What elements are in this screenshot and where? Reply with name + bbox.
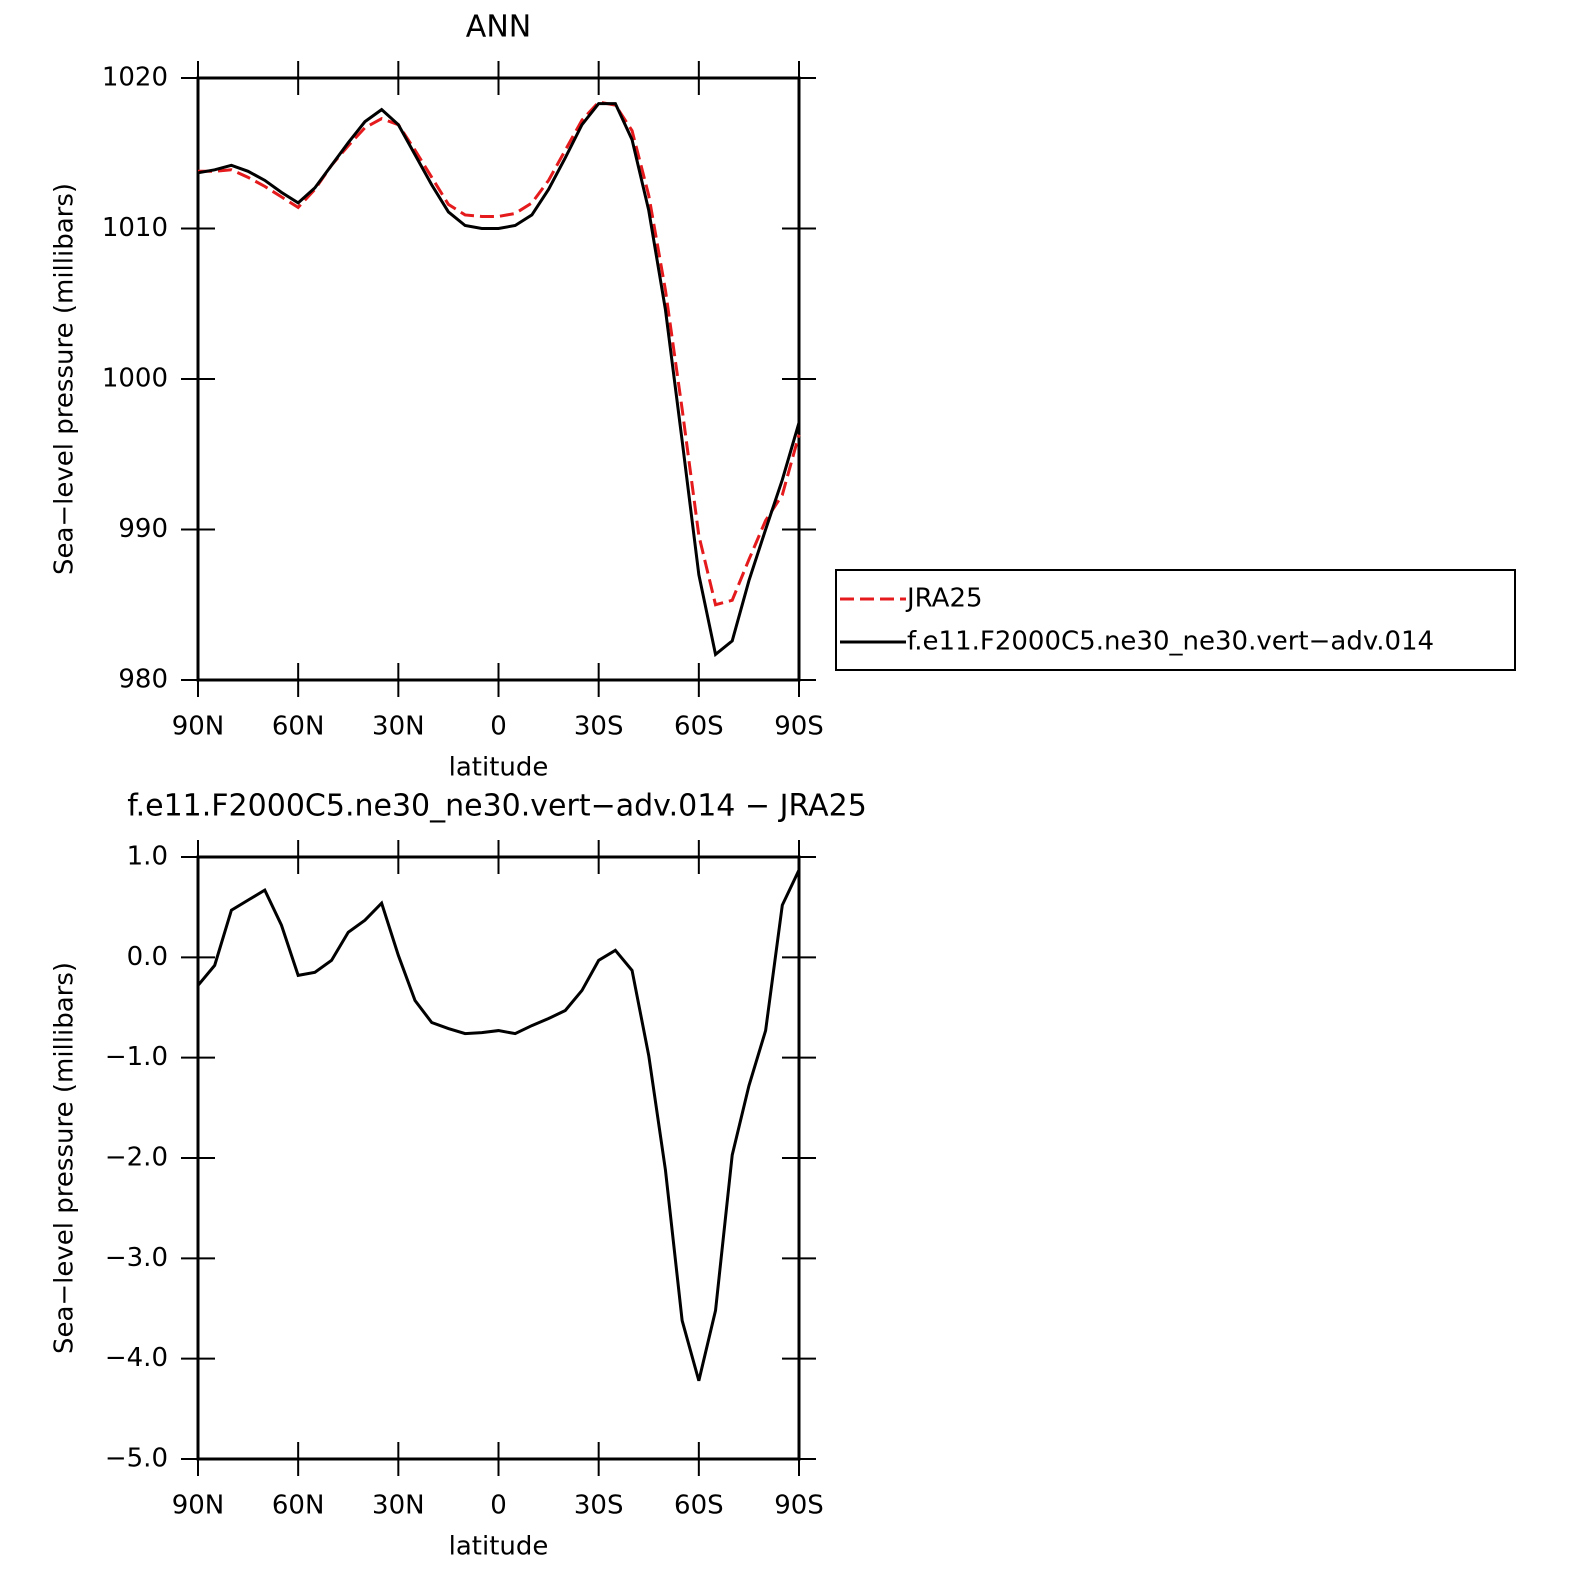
x-axis-label: latitude [449,1532,549,1562]
x-tick-label: 90N [172,712,225,742]
plot-frame [196,76,801,682]
y-axis-label: Sea−level pressure (millibars) [50,183,80,575]
chart-title: ANN [466,10,531,45]
x-axis-label: latitude [449,753,549,783]
legend-label: JRA25 [905,584,983,614]
x-tick-label: 0 [490,712,507,742]
x-tick-label: 90N [172,1491,225,1521]
y-tick-label: −2.0 [105,1143,168,1173]
x-tick-label: 30S [574,1491,624,1521]
legend-label: f.e11.F2000C5.ne30_ne30.vert−adv.014 [907,627,1434,657]
x-tick-label: 60S [674,1491,724,1521]
x-tick-label: 60S [674,712,724,742]
data-line [198,100,801,607]
y-tick-label: 1000 [102,364,168,394]
y-tick-label: 990 [118,514,168,544]
legend-box [835,569,1516,671]
x-tick-label: 30S [574,712,624,742]
y-tick-label: −1.0 [105,1042,168,1072]
plot-frame [196,855,801,1461]
y-tick-label: 1010 [102,213,168,243]
y-tick-label: 1020 [102,63,168,93]
chart-title: f.e11.F2000C5.ne30_ne30.vert−adv.014 − J… [127,789,867,824]
x-tick-label: 0 [490,1491,507,1521]
y-tick-label: −4.0 [105,1343,168,1373]
x-tick-label: 90S [774,712,824,742]
y-tick-label: 980 [118,665,168,695]
y-tick-label: 1.0 [127,842,168,872]
data-line [197,102,801,658]
x-tick-label: 60N [272,712,325,742]
x-tick-label: 60N [272,1491,325,1521]
y-axis-label: Sea−level pressure (millibars) [50,962,80,1354]
y-tick-label: −3.0 [105,1243,168,1273]
y-tick-label: −5.0 [105,1444,168,1474]
x-tick-label: 30N [372,1491,425,1521]
data-line [196,869,801,1382]
y-tick-label: 0.0 [127,942,168,972]
x-tick-label: 90S [774,1491,824,1521]
x-tick-label: 30N [372,712,425,742]
